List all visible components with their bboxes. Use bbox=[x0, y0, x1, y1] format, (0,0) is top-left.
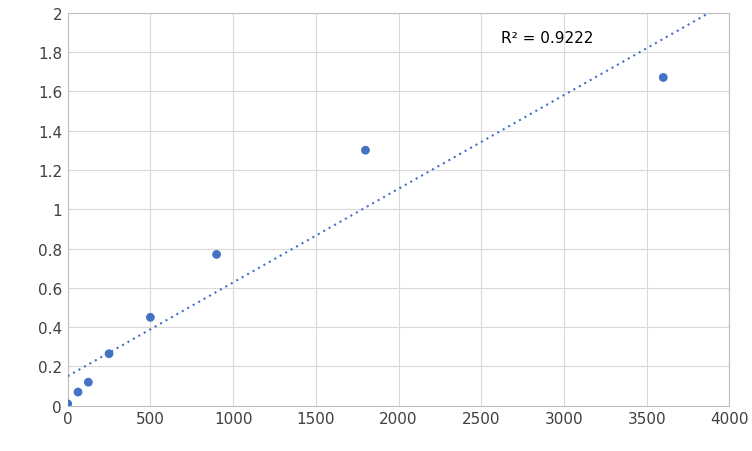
Point bbox=[82, 379, 94, 386]
Point bbox=[103, 350, 115, 358]
Point bbox=[144, 314, 156, 321]
Point bbox=[62, 400, 74, 408]
Point bbox=[72, 389, 84, 396]
Point bbox=[359, 147, 371, 154]
Point bbox=[211, 251, 223, 258]
Text: R² = 0.9222: R² = 0.9222 bbox=[501, 31, 593, 46]
Point bbox=[657, 75, 669, 82]
